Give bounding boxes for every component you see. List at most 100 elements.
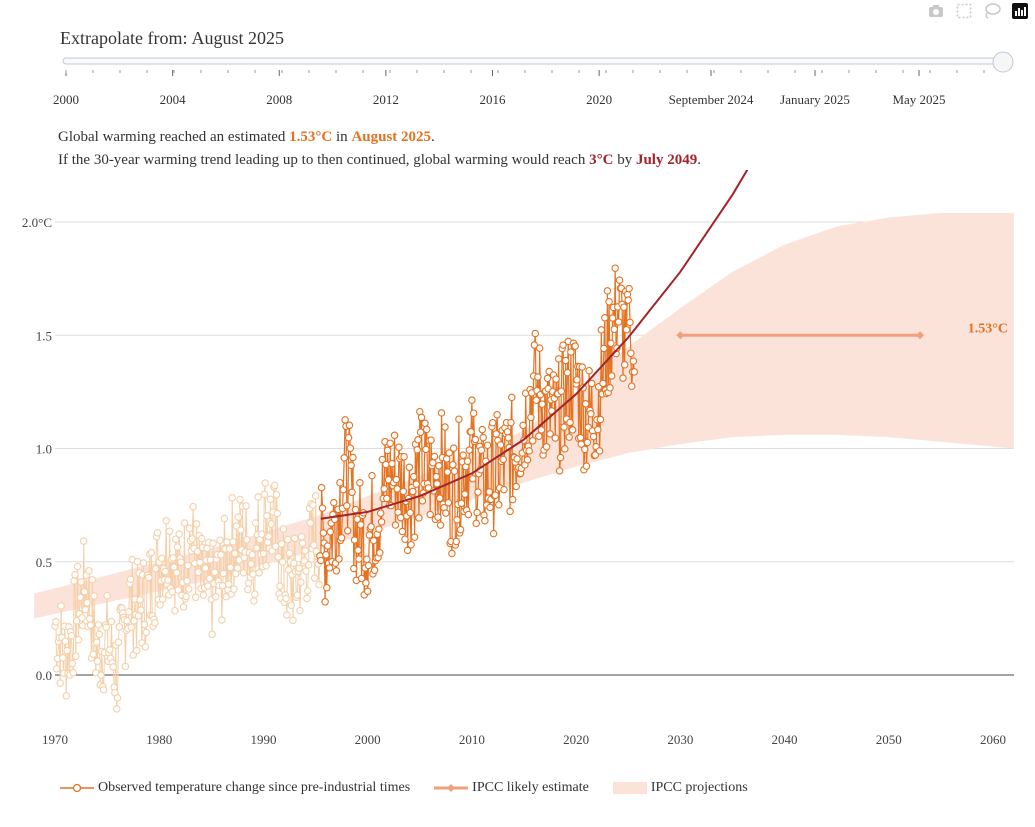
observed-point — [345, 421, 354, 430]
observed-point — [485, 488, 494, 496]
camera-icon[interactable] — [927, 2, 945, 20]
box-select-icon[interactable] — [955, 2, 973, 20]
observed-point-faded — [242, 502, 250, 510]
slider-tick-label: 2004 — [160, 92, 187, 107]
observed-point — [567, 348, 575, 356]
y-tick-label: 1.0 — [36, 442, 52, 457]
slider-handle[interactable] — [992, 51, 1014, 73]
observed-point-faded — [89, 650, 97, 658]
observed-point — [356, 479, 364, 487]
observed-point-faded — [208, 630, 216, 639]
observed-point — [495, 500, 503, 509]
observed-point — [626, 318, 634, 327]
target-date: July 2049 — [635, 152, 698, 168]
observed-point-faded — [151, 564, 160, 573]
observed-point — [581, 400, 590, 408]
observed-point — [363, 587, 372, 596]
observed-point — [614, 318, 623, 326]
observed-point — [416, 428, 425, 436]
observed-point — [565, 433, 573, 441]
observed-point-faded — [233, 564, 242, 572]
y-tick-label: 0.5 — [36, 555, 52, 570]
trend-layer — [320, 170, 749, 520]
target-warming-value: 3°C — [589, 152, 614, 168]
observed-point — [615, 276, 624, 284]
observed-point-faded — [140, 620, 149, 629]
lasso-icon[interactable] — [983, 2, 1001, 20]
observed-point-faded — [250, 597, 258, 605]
observed-point-faded — [303, 594, 311, 603]
x-tick-label: 2030 — [667, 732, 693, 747]
observed-point-faded — [97, 671, 105, 679]
observed-point-faded — [311, 492, 320, 500]
observed-point-faded — [153, 529, 162, 537]
ipcc-estimate-label: 1.53°C — [968, 321, 1008, 336]
observed-point-faded — [147, 548, 156, 557]
observed-point — [362, 579, 370, 587]
observed-point — [421, 419, 429, 428]
annotation-text: . — [431, 129, 435, 145]
observed-point-faded — [77, 578, 85, 586]
observed-point — [513, 455, 521, 463]
observed-point — [437, 409, 446, 417]
plotly-logo-icon[interactable] — [1011, 2, 1029, 20]
observed-point-faded — [179, 603, 188, 611]
observed-point — [430, 452, 439, 461]
observed-point-faded — [290, 534, 299, 543]
observed-point — [469, 475, 477, 483]
observed-point — [332, 567, 341, 575]
legend-item-band[interactable]: IPCC projections — [612, 780, 748, 796]
observed-point — [620, 303, 628, 311]
annotation-line-2: If the 30-year warming trend leading up … — [58, 149, 701, 172]
observed-point — [368, 471, 376, 480]
observed-point-faded — [220, 514, 229, 523]
observed-point-faded — [283, 611, 291, 619]
observed-point-faded — [183, 577, 191, 585]
observed-point — [582, 462, 591, 470]
observed-point-faded — [81, 605, 90, 614]
observed-point-faded — [278, 558, 287, 566]
observed-point — [336, 478, 344, 487]
observed-point-faded — [211, 568, 219, 576]
observed-point — [348, 488, 356, 497]
observed-point — [573, 376, 581, 384]
observed-point-faded — [86, 621, 95, 629]
observed-point — [594, 425, 602, 434]
observed-point-faded — [231, 549, 239, 558]
observed-point — [377, 518, 386, 526]
observed-point — [376, 549, 384, 557]
observed-point — [405, 463, 414, 472]
observed-point — [363, 555, 371, 564]
x-tick-label: 2020 — [563, 732, 589, 747]
observed-point — [531, 329, 540, 338]
observed-point — [576, 433, 585, 442]
estimate-legend-icon — [434, 784, 469, 792]
observed-point-faded — [52, 665, 61, 673]
observed-point-faded — [57, 602, 65, 610]
observed-point — [386, 439, 394, 448]
observed-point-faded — [228, 494, 236, 502]
observed-point-faded — [85, 615, 94, 623]
legend-item-estimate[interactable]: IPCC likely estimate — [434, 780, 589, 796]
date-slider[interactable]: 2000 2004 2008 2012 2016 2020 September 2024 Ja… — [0, 48, 1035, 110]
observed-point-faded — [164, 576, 172, 584]
observed-point — [378, 455, 387, 464]
legend-item-observed[interactable]: Observed temperature change since pre-in… — [60, 780, 410, 796]
observed-point-faded — [276, 582, 284, 590]
slider-rail[interactable] — [62, 57, 1007, 65]
observed-point — [399, 487, 408, 496]
observed-point-faded — [109, 663, 117, 671]
observed-point-faded — [284, 566, 293, 574]
observed-point — [587, 410, 595, 418]
observed-point — [473, 508, 481, 517]
observed-point-faded — [112, 705, 121, 713]
observed-point — [561, 445, 569, 453]
observed-point — [436, 494, 444, 502]
observed-point-faded — [136, 596, 144, 604]
legend: Observed temperature change since pre-in… — [60, 780, 772, 796]
observed-point — [568, 426, 577, 434]
observed-point-faded — [309, 501, 317, 509]
annotation-text: in — [332, 129, 352, 145]
observed-point — [376, 509, 385, 517]
observed-point-faded — [261, 479, 269, 487]
